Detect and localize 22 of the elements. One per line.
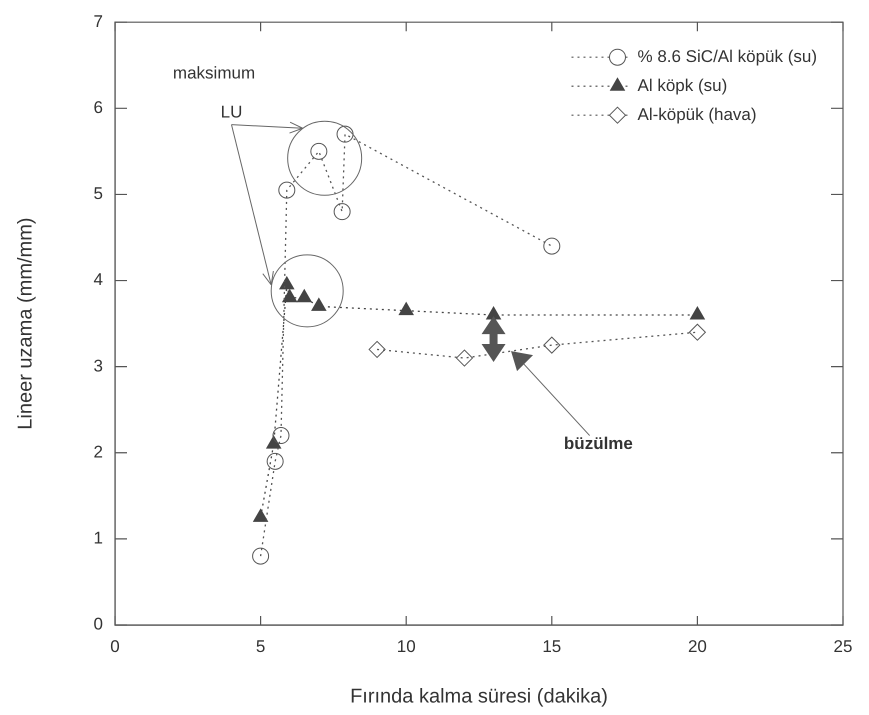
x-tick-label: 20: [688, 636, 707, 656]
x-tick-label: 25: [834, 636, 852, 656]
y-tick-label: 2: [94, 442, 103, 462]
legend-label: % 8.6 SiC/Al köpük (su): [637, 46, 818, 66]
y-tick-label: 6: [94, 98, 103, 117]
annotation: maksimum: [172, 64, 256, 83]
annotation: LU: [220, 102, 242, 122]
y-tick-label: 7: [94, 12, 103, 31]
y-tick-label: 5: [94, 184, 103, 204]
x-tick-label: 15: [542, 636, 562, 656]
legend-label: Al köpk (su): [637, 76, 728, 95]
x-tick-label: 0: [110, 636, 120, 656]
y-tick-label: 3: [94, 356, 103, 376]
y-tick-label: 0: [94, 614, 103, 634]
x-tick-label: 5: [256, 636, 266, 656]
annotation: büzülme: [564, 434, 633, 453]
x-axis-title: Fırında kalma süresi (dakika): [350, 686, 608, 708]
y-tick-label: 1: [94, 528, 103, 548]
y-tick-label: 4: [94, 270, 103, 290]
x-tick-label: 10: [396, 636, 416, 656]
legend-label: Al-köpük (hava): [637, 104, 757, 124]
y-axis-title: Lineer uzama (mm/mm): [14, 217, 37, 430]
